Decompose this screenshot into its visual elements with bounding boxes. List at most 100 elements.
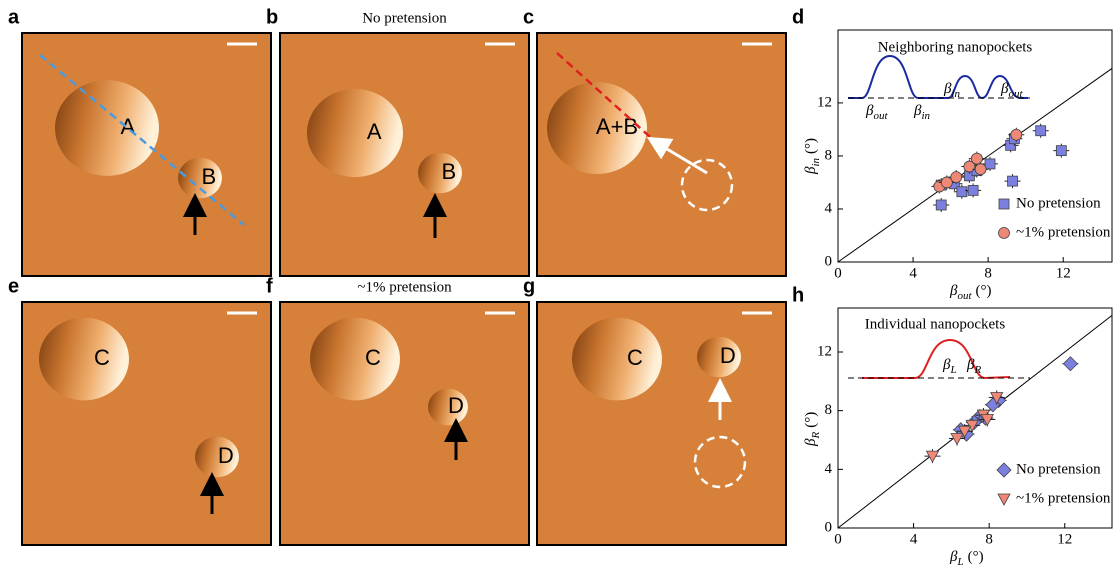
panel-letter: a <box>8 6 20 28</box>
y-axis-label-sub: R <box>810 432 822 440</box>
y-tick-label: 4 <box>825 200 833 216</box>
y-tick-label: 8 <box>825 402 833 418</box>
pocket-label: D <box>218 443 234 468</box>
original-position <box>693 435 747 489</box>
y-axis-label-unit: (°) <box>803 412 819 428</box>
panel-letter: h <box>792 284 804 306</box>
panel-letter: c <box>523 6 534 28</box>
inset-label-sub: L <box>949 364 956 376</box>
point <box>950 171 963 184</box>
inset-label-sub: in <box>921 110 930 122</box>
y-tick-label: 4 <box>825 461 833 477</box>
inset-label-symbol: β <box>966 357 975 373</box>
pocket-label: B <box>441 159 456 184</box>
original-position <box>680 158 734 212</box>
inset-title: Neighboring nanopockets <box>878 39 1033 55</box>
pocket-label: C <box>365 345 381 370</box>
panel-title: ~1% pretension <box>357 279 452 295</box>
pocket-label: D <box>448 393 464 418</box>
x-axis-label-sub: out <box>957 290 972 302</box>
point <box>956 186 968 198</box>
point <box>1035 125 1047 137</box>
legend-label: ~1% pretension <box>1016 490 1111 506</box>
point <box>1007 175 1018 187</box>
pocket-label: C <box>627 345 643 370</box>
pocket-label: A <box>367 119 382 144</box>
point <box>970 152 983 165</box>
nanopocket <box>195 436 239 478</box>
y-axis-label: βR (°) <box>803 412 821 447</box>
panel-letter: b <box>266 6 278 28</box>
x-tick-label: 4 <box>909 265 917 281</box>
inset-label-sub: R <box>973 364 981 376</box>
nanopocket <box>428 388 468 426</box>
point <box>925 450 940 463</box>
pocket-label: A <box>120 114 135 139</box>
pocket-label: C <box>94 345 110 370</box>
inset-label-sub: out <box>873 110 888 122</box>
y-tick-label: 12 <box>817 94 832 110</box>
x-tick-label: 4 <box>910 531 918 547</box>
legend-marker <box>998 198 1010 210</box>
legend-label: No pretension <box>1016 461 1101 477</box>
afm-image <box>536 301 787 546</box>
x-tick-label: 8 <box>984 265 992 281</box>
inset-label: βin <box>913 103 931 121</box>
inset-label-sub: out <box>1008 88 1023 100</box>
point <box>957 425 972 439</box>
point <box>963 160 976 173</box>
point <box>950 433 964 446</box>
point <box>984 158 996 170</box>
nanopocket <box>547 82 647 174</box>
legend-label: No pretension <box>1016 195 1101 211</box>
inset-profile <box>862 338 1011 380</box>
nanopocket <box>178 157 222 199</box>
inset-label-symbol: β <box>865 103 874 119</box>
legend-marker <box>998 227 1010 239</box>
inset-label-symbol: β <box>943 81 952 97</box>
y-axis-label-unit: (°) <box>803 138 819 154</box>
inset-label: βR <box>966 357 981 375</box>
y-axis-label: βin (°) <box>803 138 821 175</box>
panel-letter: g <box>523 275 535 297</box>
x-tick-label: 12 <box>1057 531 1072 547</box>
point <box>1055 145 1067 157</box>
legend-marker <box>997 493 1011 506</box>
point <box>940 176 953 189</box>
legend-label: ~1% pretension <box>1016 224 1111 240</box>
point <box>1010 128 1023 141</box>
x-axis-label: βout (°) <box>949 283 992 301</box>
panel-letter: d <box>792 6 804 28</box>
panel-title: No pretension <box>362 10 447 26</box>
point <box>935 199 947 211</box>
x-axis-label-symbol: β <box>949 283 958 299</box>
inset-label-symbol: β <box>913 103 922 119</box>
cut-line <box>556 52 660 146</box>
x-tick-label: 12 <box>1056 265 1071 281</box>
panel-letter: e <box>8 275 19 297</box>
y-axis-label-symbol: β <box>803 438 819 447</box>
nanopocket <box>310 317 400 401</box>
x-axis-label: βL (°) <box>949 549 984 566</box>
nanopocket <box>697 336 741 378</box>
x-axis-label-unit: (°) <box>968 549 984 565</box>
nanopocket <box>55 80 159 176</box>
plot-frame <box>837 307 1113 529</box>
pocket-label: B <box>201 164 216 189</box>
plot-frame <box>837 29 1113 263</box>
pocket-label: D <box>720 343 736 368</box>
x-tick-label: 0 <box>834 531 842 547</box>
legend-marker <box>996 462 1012 478</box>
x-axis-label-symbol: β <box>949 549 958 565</box>
x-axis-label-sub: L <box>956 556 963 566</box>
cut-line <box>39 54 245 226</box>
point <box>990 392 1004 405</box>
x-tick-label: 0 <box>834 265 842 281</box>
arrow <box>646 136 708 175</box>
pocket-label: A+B <box>596 114 638 139</box>
y-tick-label: 8 <box>825 147 833 163</box>
inset-label-symbol: β <box>1000 81 1009 97</box>
inset-label: βL <box>942 357 957 375</box>
y-tick-label: 12 <box>817 343 832 359</box>
